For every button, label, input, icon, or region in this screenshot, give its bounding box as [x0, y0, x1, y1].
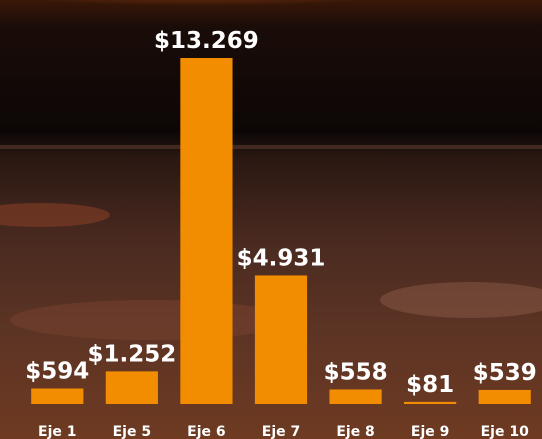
value-label: $13.269 — [154, 28, 259, 54]
value-label: $594 — [25, 359, 89, 385]
x-tick-label: Eje 8 — [336, 424, 374, 439]
reflection — [10, 300, 290, 340]
bar — [329, 389, 382, 404]
x-tick-label: Eje 1 — [38, 424, 76, 439]
x-tick-label: Eje 10 — [481, 424, 529, 439]
x-tick-label: Eje 6 — [187, 424, 225, 439]
value-label: $1.252 — [87, 341, 176, 367]
x-tick-label: Eje 7 — [262, 424, 300, 439]
value-label: $4.931 — [237, 245, 326, 271]
reflection — [380, 282, 542, 318]
bar — [105, 371, 158, 404]
x-tick-label: Eje 9 — [411, 424, 449, 439]
bar — [254, 275, 308, 404]
bar — [478, 389, 531, 404]
bar — [404, 401, 457, 404]
value-label: $558 — [324, 359, 388, 385]
reflection — [0, 203, 110, 227]
value-label: $539 — [473, 360, 537, 386]
bar — [31, 388, 84, 404]
horizon — [0, 145, 542, 149]
bar — [180, 58, 233, 404]
sunset-glow — [0, 0, 460, 28]
x-tick-label: Eje 5 — [113, 424, 151, 439]
value-label: $81 — [406, 372, 454, 398]
